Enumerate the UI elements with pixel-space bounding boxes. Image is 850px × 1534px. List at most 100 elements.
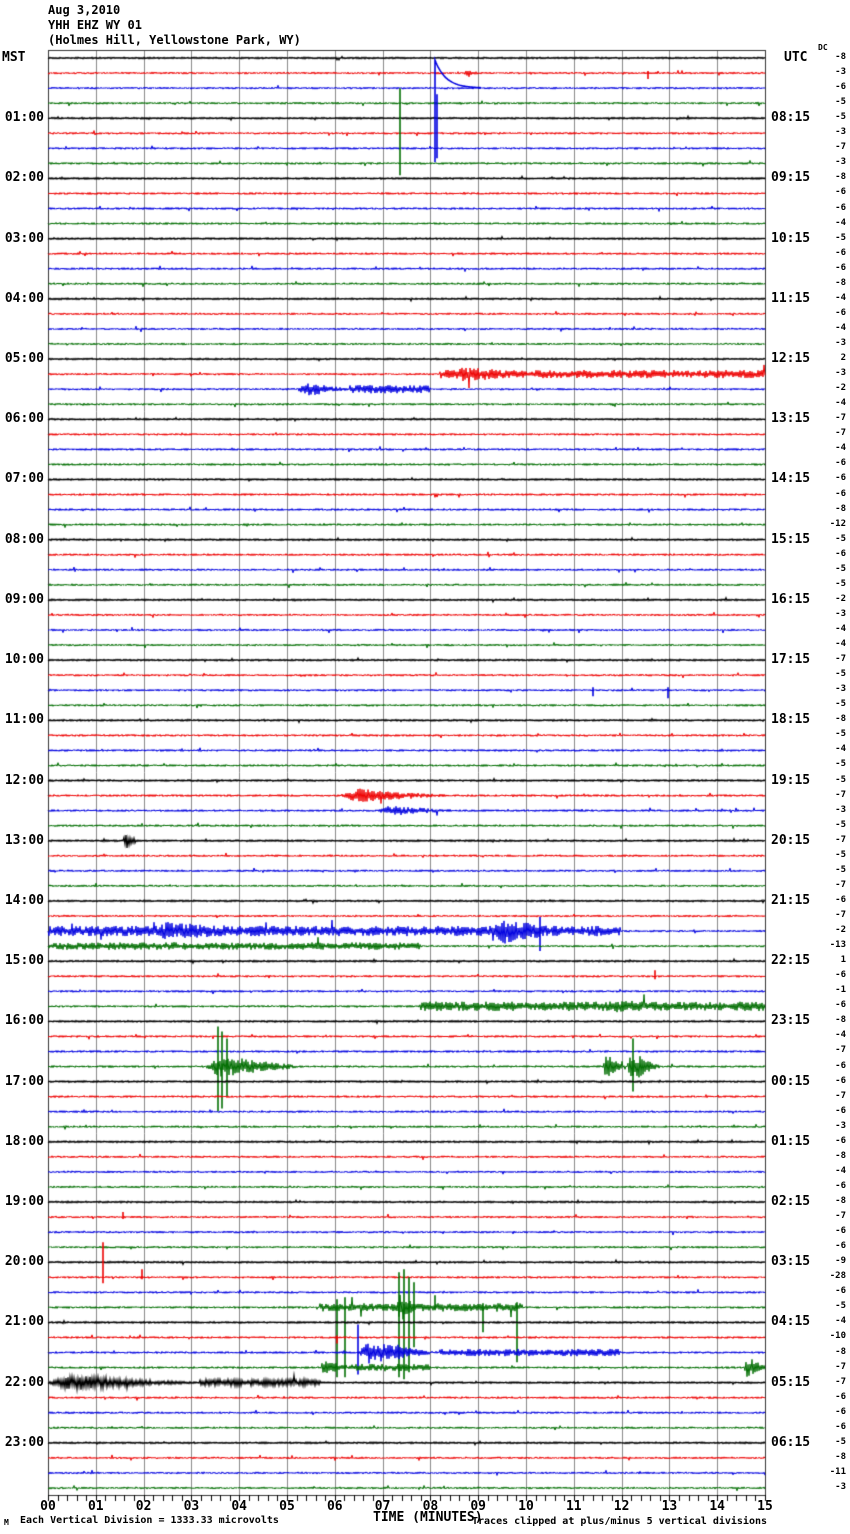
mst-hour-label: 09:00	[4, 591, 44, 607]
utc-hour-label: 22:15	[771, 953, 811, 969]
dc-offset-value: -13	[829, 940, 846, 951]
dc-offset-value: -7	[835, 1045, 846, 1056]
dc-offset-value: -6	[835, 1060, 846, 1071]
dc-offset-value: -3	[835, 127, 846, 138]
mst-hour-label: 11:00	[4, 712, 44, 728]
dc-offset-value: -3	[835, 1120, 846, 1131]
utc-hour-label: 21:15	[771, 892, 811, 908]
dc-offset-value: -5	[835, 699, 846, 710]
dc-offset-value: -7	[835, 1376, 846, 1387]
x-axis-title: TIME (MINUTES)	[373, 1510, 483, 1525]
dc-offset-value: -7	[835, 142, 846, 153]
dc-offset-value: -6	[835, 1000, 846, 1011]
dc-offset-value: -5	[835, 112, 846, 123]
dc-column-header: DC	[818, 43, 828, 52]
dc-offset-value: -3	[835, 1482, 846, 1492]
x-axis-tick-label: 09	[470, 1499, 487, 1514]
dc-offset-value: -7	[835, 1361, 846, 1372]
dc-offset-value: -6	[835, 1180, 846, 1191]
dc-offset-value: -12	[829, 518, 846, 529]
dc-offset-value: -7	[835, 879, 846, 890]
dc-offset-value: -6	[835, 1075, 846, 1086]
dc-offset-value: -7	[835, 428, 846, 439]
mst-hour-label: 18:00	[4, 1133, 44, 1149]
x-axis-tick-label: 02	[135, 1499, 152, 1514]
mst-hour-label: 17:00	[4, 1073, 44, 1089]
dc-offset-value: -9	[835, 1256, 846, 1267]
mst-hour-label: 04:00	[4, 290, 44, 306]
x-axis-tick-label: 12	[613, 1499, 630, 1514]
dc-offset-value: -4	[835, 624, 846, 634]
dc-offset-value: -8	[835, 503, 846, 514]
dc-offset-value: -7	[835, 834, 846, 845]
dc-offset-value: -5	[835, 1436, 846, 1447]
dc-offset-value: 2	[840, 353, 846, 364]
dc-offset-value: -4	[835, 292, 846, 303]
mst-hour-label: 12:00	[4, 772, 44, 788]
x-axis-tick-label: 04	[231, 1499, 248, 1514]
dc-offset-value: 1	[840, 955, 846, 966]
dc-offset-value: -5	[835, 729, 846, 740]
dc-offset-value: -8	[835, 1015, 846, 1026]
dc-offset-value: -10	[829, 1331, 846, 1342]
dc-offset-value: -5	[835, 669, 846, 680]
mst-hour-label: 06:00	[4, 411, 44, 427]
utc-hour-label: 01:15	[771, 1133, 811, 1149]
x-axis-tick-label: 10	[518, 1499, 534, 1514]
dc-offset-value: -5	[835, 819, 846, 830]
dc-offset-value: -3	[835, 368, 846, 379]
dc-offset-value: -8	[835, 172, 846, 183]
dc-offset-value: -11	[829, 1466, 846, 1477]
utc-hour-label: 04:15	[771, 1314, 811, 1330]
dc-offset-value: -4	[835, 398, 846, 409]
dc-offset-value: -8	[835, 1451, 846, 1462]
dc-offset-value: -6	[835, 458, 846, 469]
utc-hour-label: 02:15	[771, 1194, 811, 1209]
dc-offset-value: -5	[835, 774, 846, 785]
dc-offset-value: -2	[835, 925, 846, 936]
mst-hour-label: 01:00	[4, 110, 44, 126]
dc-offset-value: -7	[835, 413, 846, 424]
dc-offset-value: -8	[835, 52, 846, 62]
x-axis-tick-label: 14	[709, 1499, 726, 1514]
dc-offset-value: -3	[835, 608, 846, 619]
x-axis-tick-label: 11	[565, 1499, 582, 1514]
dc-offset-value: -6	[835, 894, 846, 905]
mst-hour-label: 15:00	[4, 953, 44, 969]
utc-hour-label: 17:15	[771, 652, 811, 668]
dc-offset-value: -2	[835, 383, 846, 394]
dc-offset-value: -2	[835, 593, 846, 604]
utc-hour-label: 23:15	[771, 1013, 811, 1029]
header-date: Aug 3,2010	[48, 3, 121, 17]
mst-hour-label: 19:00	[4, 1194, 44, 1209]
x-axis-tick-label: 06	[326, 1499, 343, 1514]
utc-axis-header: UTC	[784, 50, 808, 65]
mst-hour-label: 07:00	[4, 471, 44, 487]
dc-offset-value: -6	[835, 1391, 846, 1402]
x-axis-tick-label: 08	[422, 1499, 439, 1514]
dc-offset-value: -1	[835, 985, 846, 996]
header-station: YHH EHZ WY 01	[48, 18, 142, 32]
x-axis-tick-label: 13	[661, 1499, 678, 1514]
utc-hour-label: 11:15	[771, 290, 811, 306]
utc-hour-label: 00:15	[771, 1073, 811, 1089]
utc-hour-label: 13:15	[771, 411, 811, 427]
dc-offset-value: -5	[835, 563, 846, 574]
dc-offset-value: -6	[835, 1105, 846, 1116]
mst-hour-label: 02:00	[4, 170, 44, 186]
mst-hour-label: 10:00	[4, 652, 44, 668]
dc-offset-value: -5	[835, 232, 846, 243]
utc-hour-label: 09:15	[771, 170, 811, 186]
utc-hour-label: 20:15	[771, 832, 811, 848]
dc-offset-value: -5	[835, 849, 846, 860]
mst-hour-label: 05:00	[4, 351, 44, 367]
mst-hour-label: 21:00	[4, 1314, 44, 1330]
corner-mark: M	[4, 1518, 9, 1527]
utc-hour-label: 12:15	[771, 351, 811, 367]
dc-offset-value: -6	[835, 202, 846, 213]
dc-offset-value: -8	[835, 1196, 846, 1206]
dc-offset-value: -8	[835, 277, 846, 288]
mst-hour-label: 20:00	[4, 1254, 44, 1270]
